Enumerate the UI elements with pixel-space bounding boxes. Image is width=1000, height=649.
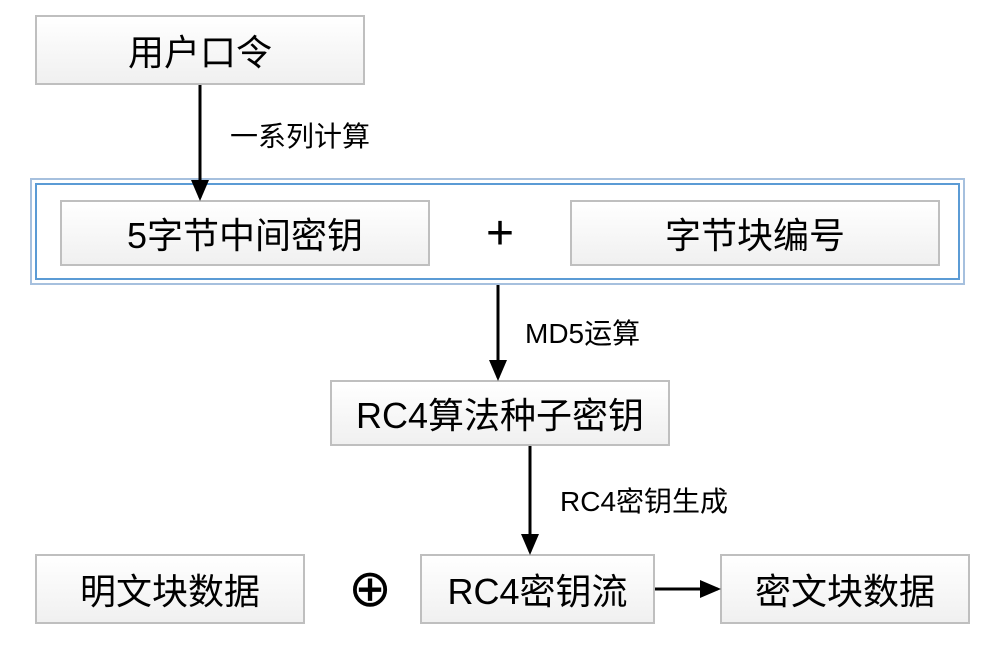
- node-rc4-seed-key: RC4算法种子密钥: [330, 380, 670, 446]
- node-label: RC4密钥流: [447, 563, 627, 615]
- node-label: RC4算法种子密钥: [356, 387, 644, 439]
- operator-symbol: +: [486, 206, 514, 261]
- plus-operator: +: [455, 200, 545, 266]
- node-intermediate-key: 5字节中间密钥: [60, 200, 430, 266]
- node-plaintext-block: 明文块数据: [35, 554, 305, 624]
- node-user-password: 用户口令: [35, 15, 365, 85]
- edge-label-calc: 一系列计算: [230, 115, 370, 155]
- node-ciphertext-block: 密文块数据: [720, 554, 970, 624]
- diagram-canvas: 用户口令 5字节中间密钥 + 字节块编号 RC4算法种子密钥 明文块数据 ⊕ R…: [0, 0, 1000, 649]
- node-label: 5字节中间密钥: [127, 207, 363, 259]
- node-label: 字节块编号: [665, 207, 845, 259]
- node-label: 用户口令: [128, 24, 272, 76]
- node-rc4-keystream: RC4密钥流: [420, 554, 655, 624]
- xor-operator: ⊕: [335, 554, 405, 624]
- node-label: 密文块数据: [755, 563, 935, 615]
- node-label: 明文块数据: [80, 563, 260, 615]
- node-block-number: 字节块编号: [570, 200, 940, 266]
- edge-label-md5: MD5运算: [525, 312, 640, 352]
- arrows-layer: [0, 0, 1000, 649]
- operator-symbol: ⊕: [348, 559, 392, 619]
- edge-label-rc4gen: RC4密钥生成: [560, 480, 728, 520]
